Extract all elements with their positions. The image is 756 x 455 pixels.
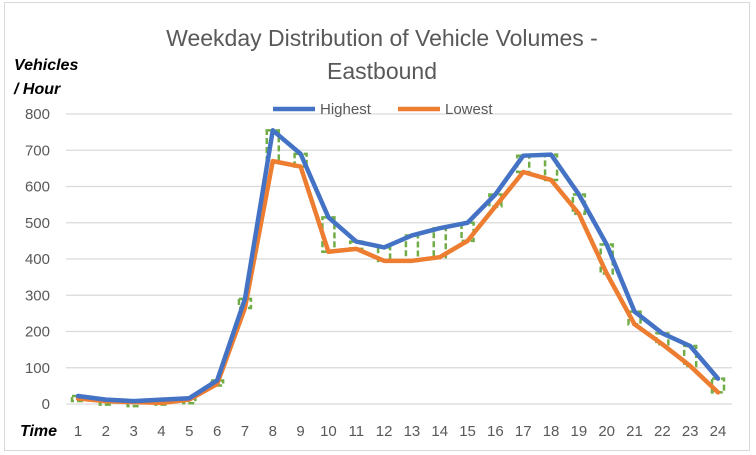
y-tick-label: 400 [25, 251, 50, 268]
y-tick-label: 500 [25, 215, 50, 232]
y-tick-label: 700 [25, 142, 50, 159]
x-tick-label: 19 [571, 423, 588, 440]
x-tick-label: 13 [404, 423, 421, 440]
x-tick-label: 6 [213, 423, 221, 440]
x-tick-label: 8 [269, 423, 277, 440]
series-line-highest [75, 128, 721, 404]
x-tick-label: 18 [543, 423, 560, 440]
x-tick-label: 9 [296, 423, 304, 440]
x-tick-label: 23 [682, 423, 699, 440]
x-tick-label: 16 [487, 423, 504, 440]
y-tick-label: 300 [25, 287, 50, 304]
x-tick-label: 15 [459, 423, 476, 440]
y-tick-label: 0 [42, 396, 50, 413]
y-tick-label: 600 [25, 179, 50, 196]
x-tick-label: 7 [241, 423, 249, 440]
x-tick-label: 11 [348, 423, 364, 440]
y-tick-label: 800 [25, 106, 50, 123]
x-tick-label: 14 [431, 423, 448, 440]
x-tick-label: 12 [376, 423, 393, 440]
x-tick-label: 24 [710, 423, 727, 440]
chart-title-line2: Eastbound [327, 58, 437, 84]
legend-label-highest: Highest [320, 101, 372, 118]
x-axis-label: Time [20, 423, 57, 440]
x-tick-label: 1 [74, 423, 82, 440]
x-tick-label: 21 [626, 423, 643, 440]
x-tick-label: 2 [102, 423, 110, 440]
y-tick-label: 100 [25, 360, 50, 377]
y-axis-label-line1: Vehicles [14, 57, 78, 74]
x-tick-label: 3 [129, 423, 137, 440]
x-tick-label: 22 [654, 423, 671, 440]
chart-border [4, 2, 750, 451]
x-tick-label: 17 [515, 423, 532, 440]
y-tick-label: 200 [25, 324, 50, 341]
x-tick-label: 5 [185, 423, 193, 440]
chart-title-line1: Weekday Distribution of Vehicle Volumes … [166, 25, 598, 51]
y-axis-label-line2: / Hour [13, 81, 61, 98]
x-tick-label: 20 [598, 423, 615, 440]
x-tick-label: 10 [320, 423, 337, 440]
x-tick-label: 4 [157, 423, 165, 440]
legend-label-lowest: Lowest [445, 101, 493, 118]
